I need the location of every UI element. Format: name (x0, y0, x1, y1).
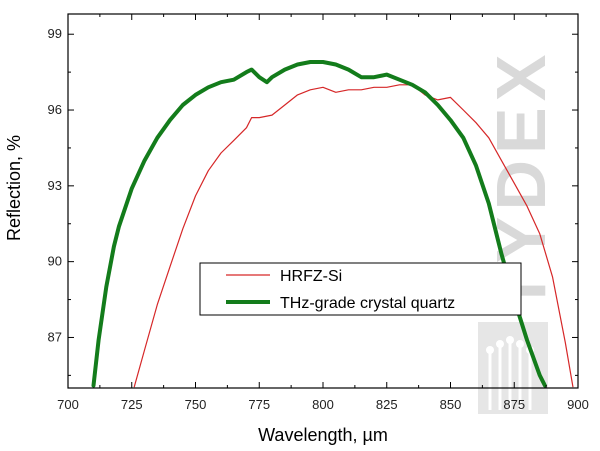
series-line-1 (91, 60, 547, 388)
y-axis-title: Reflection, % (4, 135, 24, 241)
x-tick-label: 775 (248, 397, 270, 412)
series-line-0 (133, 84, 574, 388)
x-axis-title: Wavelength, µm (258, 425, 388, 445)
x-tick-label: 900 (567, 397, 589, 412)
y-tick-label: 96 (48, 102, 62, 117)
x-tick-label: 700 (57, 397, 79, 412)
x-tick-label: 875 (503, 397, 525, 412)
x-tick-label: 725 (121, 397, 143, 412)
x-tick-label: 800 (312, 397, 334, 412)
legend: HRFZ-Si THz-grade crystal quartz (199, 262, 522, 316)
x-tick-label: 850 (440, 397, 462, 412)
x-tick-label: 750 (185, 397, 207, 412)
legend-box (199, 262, 522, 316)
tydex-watermark: TYDEX (478, 49, 560, 414)
y-tick-label: 93 (48, 178, 62, 193)
y-tick-label: 90 (48, 254, 62, 269)
legend-label-hrfz-si: HRFZ-Si (280, 268, 342, 285)
y-tick-label: 87 (48, 329, 62, 344)
legend-label-thz-quartz: THz-grade crystal quartz (280, 295, 455, 312)
y-tick-label: 99 (48, 26, 62, 41)
x-tick-label: 825 (376, 397, 398, 412)
series-layer (91, 60, 574, 388)
axis-ticks: 700 725 750 775 800 825 850 875 900 87 90 93 96 99 (48, 14, 589, 412)
